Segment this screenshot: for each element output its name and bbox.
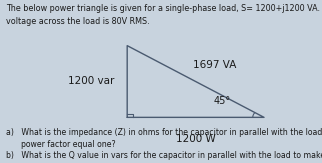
Text: 1200 var: 1200 var bbox=[68, 76, 114, 87]
Text: b)   What is the Q value in vars for the capacitor in parallel with the load to : b) What is the Q value in vars for the c… bbox=[6, 151, 322, 163]
Text: 1200 W: 1200 W bbox=[176, 134, 215, 144]
Text: a)   What is the impedance (Z) in ohms for the capacitor in parallel with the lo: a) What is the impedance (Z) in ohms for… bbox=[6, 128, 322, 149]
Text: voltage across the load is 80V RMS.: voltage across the load is 80V RMS. bbox=[6, 17, 150, 26]
Text: The below power triangle is given for a single-phase load, S= 1200+j1200 VA. The: The below power triangle is given for a … bbox=[6, 4, 322, 13]
Text: 1697 VA: 1697 VA bbox=[193, 60, 237, 70]
Text: 45°: 45° bbox=[213, 96, 231, 106]
